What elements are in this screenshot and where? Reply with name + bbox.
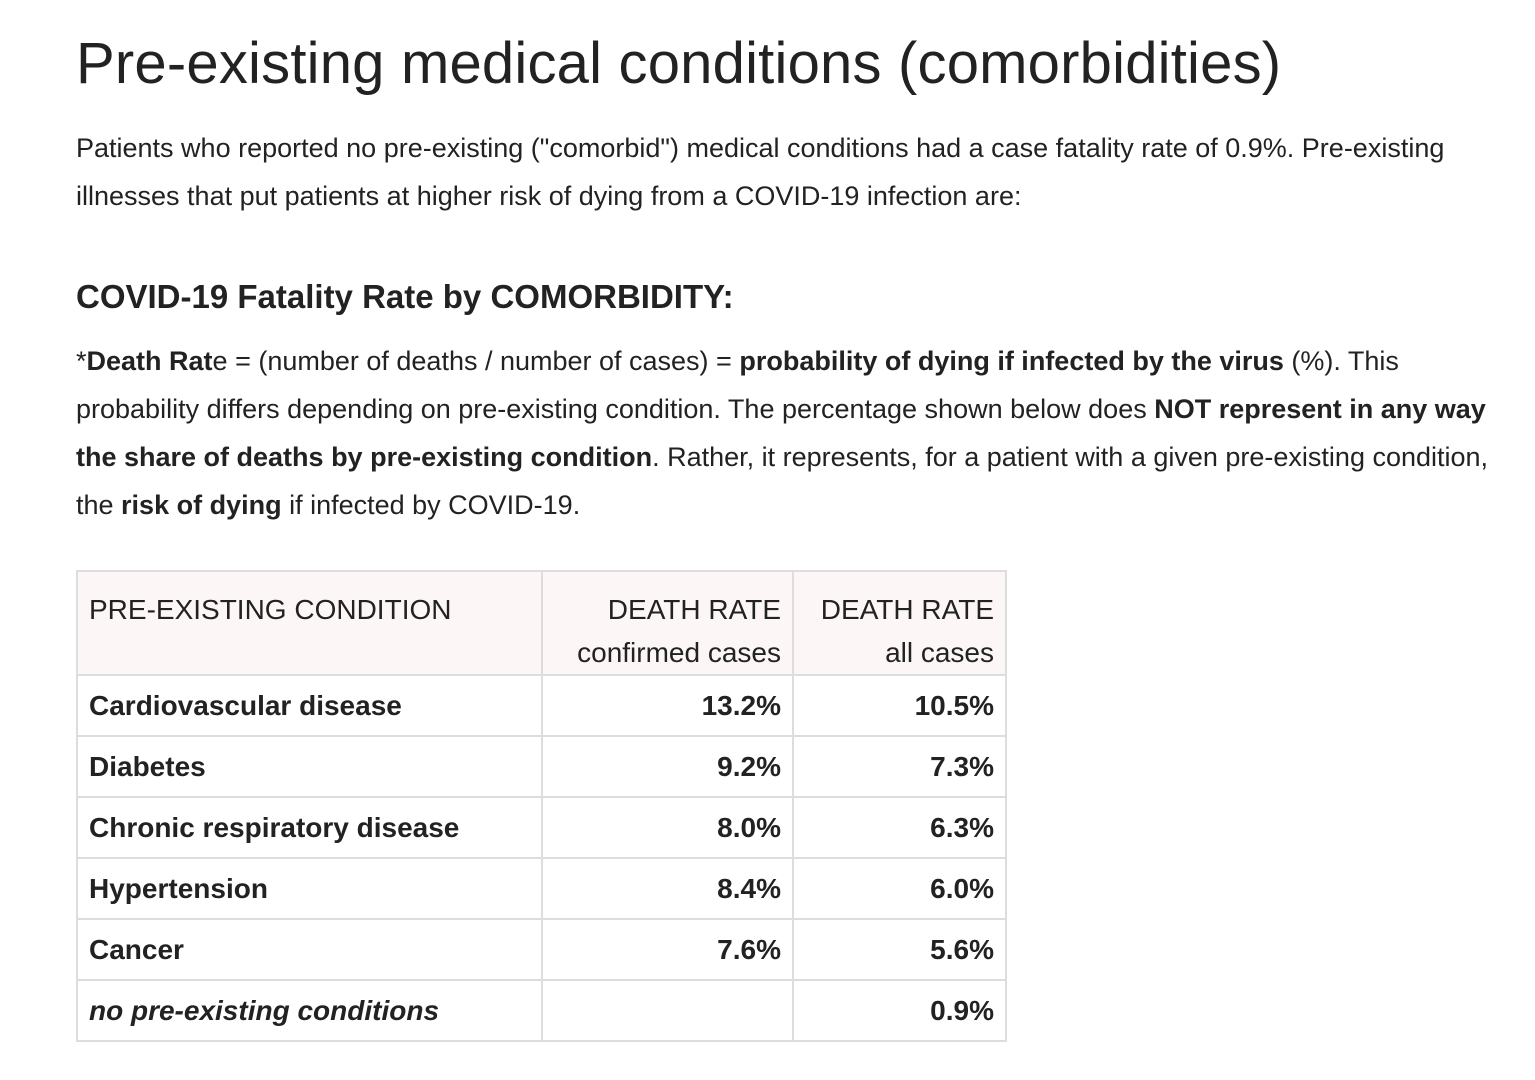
note-text-1: e = (number of deaths / number of cases)… (212, 346, 740, 376)
table-row: Cancer 7.6% 5.6% (76, 918, 1007, 981)
all-rate-cell: 0.9% (792, 979, 1007, 1042)
header-death-rate-all: DEATH RATE all cases (792, 570, 1007, 676)
all-rate-cell: 7.3% (792, 735, 1007, 798)
header-all-line2: all cases (885, 637, 994, 668)
intro-paragraph: Patients who reported no pre-existing ("… (76, 133, 1445, 211)
condition-cell: Hypertension (76, 857, 543, 920)
condition-cell: Chronic respiratory disease (76, 796, 543, 859)
header-confirmed-line1: DEATH RATE (607, 594, 781, 625)
table-row: Cardiovascular disease 13.2% 10.5% (76, 674, 1007, 737)
note-text-2: (%). This probability differs depending … (76, 346, 1399, 424)
table-header-row: PRE-EXISTING CONDITION DEATH RATE confir… (76, 570, 1007, 676)
note-text-4: if infected by COVID-19. (281, 490, 581, 520)
condition-cell: no pre-existing conditions (76, 979, 543, 1042)
all-rate-cell: 6.0% (792, 857, 1007, 920)
section-heading: COVID-19 Fatality Rate by COMORBIDITY: (76, 278, 734, 315)
table-row: Diabetes 9.2% 7.3% (76, 735, 1007, 798)
all-rate-cell: 10.5% (792, 674, 1007, 737)
note-emphasis-probability: probability of dying if infected by the … (739, 346, 1284, 376)
note-text-3: . Rather, it represents, for a patient w… (76, 442, 1489, 520)
confirmed-rate-cell: 7.6% (541, 918, 794, 981)
condition-cell: Cardiovascular disease (76, 674, 543, 737)
confirmed-rate-cell: 13.2% (541, 674, 794, 737)
note-emphasis-not: NOT represent in any way the share of de… (76, 394, 1486, 472)
confirmed-rate-cell: 9.2% (541, 735, 794, 798)
header-death-rate-confirmed: DEATH RATE confirmed cases (541, 570, 794, 676)
confirmed-rate-cell: 8.0% (541, 796, 794, 859)
comorbidity-table: PRE-EXISTING CONDITION DEATH RATE confir… (76, 570, 1007, 1042)
condition-cell: Diabetes (76, 735, 543, 798)
header-confirmed-line2: confirmed cases (577, 637, 781, 668)
confirmed-rate-cell: 8.4% (541, 857, 794, 920)
table-row: Hypertension 8.4% 6.0% (76, 857, 1007, 920)
table-row: Chronic respiratory disease 8.0% 6.3% (76, 796, 1007, 859)
page-title: Pre-existing medical conditions (comorbi… (76, 31, 1282, 96)
condition-cell: Cancer (76, 918, 543, 981)
death-rate-definition: *Death Rate = (number of deaths / number… (76, 337, 1506, 529)
table-row: no pre-existing conditions 0.9% (76, 979, 1007, 1042)
note-emphasis-risk: risk of dying (121, 490, 282, 520)
note-term: Death Rat (86, 346, 213, 376)
all-rate-cell: 6.3% (792, 796, 1007, 859)
header-all-line1: DEATH RATE (820, 594, 994, 625)
note-asterisk: * (76, 346, 87, 376)
all-rate-cell: 5.6% (792, 918, 1007, 981)
header-condition: PRE-EXISTING CONDITION (76, 570, 543, 676)
confirmed-rate-cell (541, 979, 794, 1042)
